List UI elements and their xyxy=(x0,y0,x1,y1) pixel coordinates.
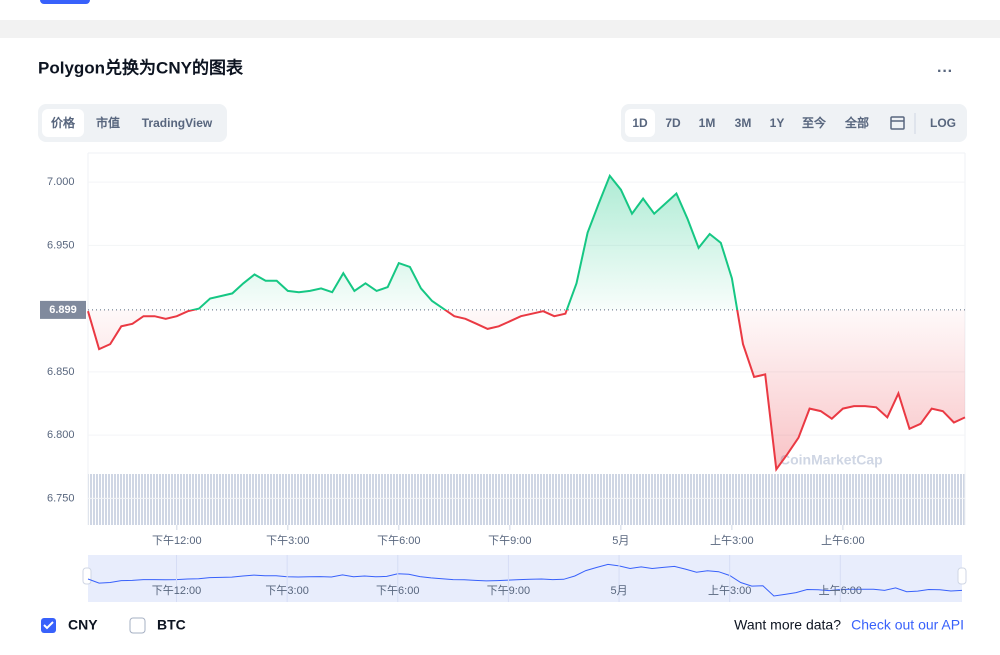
nav-tick-label: 上午6:00 xyxy=(819,584,862,597)
range[interactable]: 1Y xyxy=(770,116,785,130)
title: Polygon兑换为CNY的图表 xyxy=(38,57,244,77)
range[interactable]: 1M xyxy=(699,116,716,130)
top-strip xyxy=(0,20,1000,38)
range[interactable]: LOG xyxy=(930,116,956,130)
range[interactable]: 全部 xyxy=(844,115,869,130)
footer-prompt: Want more data? xyxy=(734,617,841,633)
x-tick-label: 下午6:00 xyxy=(377,534,420,547)
range[interactable]: 至今 xyxy=(802,115,827,130)
navigator[interactable] xyxy=(88,555,962,602)
check xyxy=(43,621,54,630)
tab[interactable]: 价格 xyxy=(51,115,76,130)
tab[interactable]: TradingView xyxy=(142,116,213,130)
x-tick-label: 下午12:00 xyxy=(152,534,202,547)
navigator-line xyxy=(87,563,963,597)
nav-tick-label: 下午9:00 xyxy=(487,584,530,597)
nav-handle[interactable] xyxy=(82,567,92,585)
watermark: CoinMarketCap xyxy=(780,452,883,468)
volume-bars xyxy=(88,474,965,525)
y-tick-label: 6.750 xyxy=(47,492,75,504)
y-tick-label: 6.850 xyxy=(47,366,75,378)
nav-tick-label: 下午12:00 xyxy=(152,584,202,597)
range[interactable]: 1D xyxy=(632,116,648,130)
price-line xyxy=(87,173,966,472)
y-tick-label: 6.800 xyxy=(47,429,75,441)
x-tick-label: 上午3:00 xyxy=(710,534,753,547)
menu[interactable]: ··· xyxy=(937,63,953,80)
nav-tick-label: 5月 xyxy=(610,585,627,597)
nav-tick-label: 上午3:00 xyxy=(708,584,751,597)
nav-handle[interactable] xyxy=(957,567,967,585)
price-area xyxy=(88,175,965,470)
range[interactable]: 7D xyxy=(665,116,681,130)
x-tick-label: 上午6:00 xyxy=(821,534,864,547)
range[interactable]: 3M xyxy=(735,116,752,130)
tab[interactable]: 市值 xyxy=(96,115,120,130)
price-badge-label: 6.899 xyxy=(49,304,77,316)
tab-group xyxy=(38,104,227,142)
range-active xyxy=(625,109,655,137)
range-group xyxy=(621,104,967,142)
y-tick-label: 7.000 xyxy=(47,176,75,188)
tab-active xyxy=(42,109,84,137)
x-tick-label: 下午9:00 xyxy=(488,534,531,547)
currency-label[interactable]: CNY xyxy=(68,617,98,633)
nav-tick-label: 下午6:00 xyxy=(376,584,419,597)
nav-tick-label: 下午3:00 xyxy=(265,584,308,597)
y-tick-label: 6.950 xyxy=(47,239,75,251)
checkbox[interactable] xyxy=(129,617,146,634)
calendar-icon[interactable] xyxy=(890,116,905,130)
api-link[interactable]: Check out our API xyxy=(851,617,964,633)
x-tick-label: 5月 xyxy=(612,535,629,547)
price-badge xyxy=(40,300,86,319)
top-button[interactable] xyxy=(40,0,90,4)
currency-label[interactable]: BTC xyxy=(157,617,186,633)
x-tick-label: 下午3:00 xyxy=(266,534,309,547)
